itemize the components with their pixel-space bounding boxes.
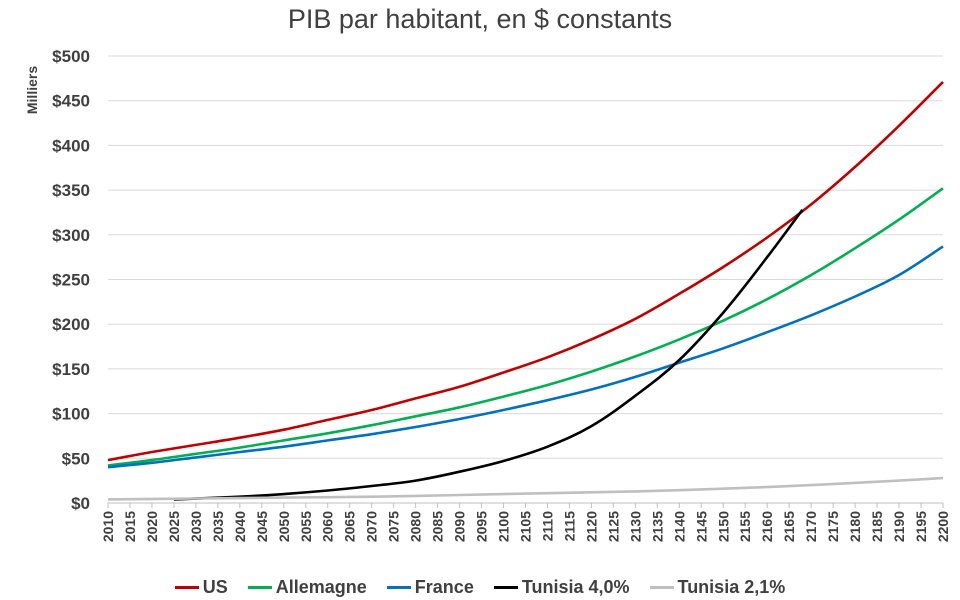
legend-item: Allemagne xyxy=(247,576,367,598)
x-tick-label: 2195 xyxy=(913,511,929,542)
series-lines xyxy=(107,80,944,501)
legend-label: Tunisia 2,1% xyxy=(677,576,786,597)
series-line-us xyxy=(107,80,944,462)
legend-item: Tunisia 2,1% xyxy=(649,576,786,598)
x-tick-label: 2040 xyxy=(232,511,248,542)
x-tick-label: 2120 xyxy=(583,511,599,542)
x-tick-label: 2175 xyxy=(825,511,841,542)
x-tick-label: 2130 xyxy=(627,511,643,542)
gridlines xyxy=(108,55,943,504)
x-tick-label: 2030 xyxy=(188,511,204,542)
y-tick-label: $0 xyxy=(71,494,90,513)
x-tick-label: 2025 xyxy=(166,511,182,542)
y-tick-label: $150 xyxy=(52,360,90,379)
x-tick-label: 2145 xyxy=(693,511,709,542)
x-tick-label: 2200 xyxy=(935,511,951,542)
legend-label: France xyxy=(414,576,474,597)
axes: $0 $50 $100 $150 $200 $250 $300 $350 $400 $450 $50… xyxy=(52,47,951,542)
x-tick-label: 2105 xyxy=(518,511,534,542)
x-tick-label: 2180 xyxy=(847,511,863,542)
y-tick-label: $400 xyxy=(52,136,90,155)
legend-label: Tunisia 4,0% xyxy=(521,576,630,597)
legend-item: Tunisia 4,0% xyxy=(493,576,630,598)
legend-swatch xyxy=(493,585,518,589)
x-tick-label: 2015 xyxy=(122,511,138,542)
y-axis-label: Milliers xyxy=(24,66,40,114)
x-tick-label: 2170 xyxy=(803,511,819,542)
legend: US Allemagne France Tunisia 4,0% Tunisia 2,1… xyxy=(0,574,960,600)
x-tick-label: 2165 xyxy=(781,511,797,542)
x-tick-label: 2160 xyxy=(759,511,775,542)
chart-title: PIB par habitant, en $ constants xyxy=(287,4,673,34)
x-tick-label: 2035 xyxy=(210,511,226,542)
series-line-allemagne xyxy=(107,187,944,467)
x-tick-label: 2125 xyxy=(605,511,621,542)
x-tick-label: 2085 xyxy=(430,511,446,542)
y-tick-label: $500 xyxy=(52,47,90,66)
legend-swatch xyxy=(247,585,272,589)
x-tick-label: 2100 xyxy=(496,511,512,542)
x-tick-label: 2055 xyxy=(298,511,314,542)
x-tick-label: 2010 xyxy=(100,511,116,542)
x-tick-label: 2080 xyxy=(408,511,424,542)
chart-plot: $0 $50 $100 $150 $200 $250 $300 $350 $400 $450 $50… xyxy=(24,47,951,542)
series-line-france xyxy=(107,245,944,469)
x-tick-label: 2150 xyxy=(715,511,731,542)
x-tick-label: 2020 xyxy=(144,511,160,542)
x-tick-label: 2075 xyxy=(386,511,402,542)
x-tick-label: 2045 xyxy=(254,511,270,542)
y-tick-label: $300 xyxy=(52,226,90,245)
series-line-tunisia-2-1 xyxy=(107,476,944,501)
x-tick-label: 2060 xyxy=(320,511,336,542)
x-tick-label: 2065 xyxy=(342,511,358,542)
x-tick-label: 2050 xyxy=(276,511,292,542)
x-tick-label: 2090 xyxy=(452,511,468,542)
legend-item: France xyxy=(386,576,474,598)
x-tick-label: 2095 xyxy=(474,511,490,542)
y-tick-label: $50 xyxy=(62,449,90,468)
legend-label: US xyxy=(202,576,228,597)
y-tick-label: $250 xyxy=(52,271,90,290)
y-tick-label: $450 xyxy=(52,92,90,111)
x-tick-label: 2070 xyxy=(364,511,380,542)
x-tick-label: 2190 xyxy=(891,511,907,542)
x-tick-label: 2115 xyxy=(561,511,577,542)
legend-item: US xyxy=(174,576,228,598)
x-tick-label: 2135 xyxy=(649,511,665,542)
legend-label: Allemagne xyxy=(275,576,367,597)
y-tick-label: $200 xyxy=(52,315,90,334)
x-tick-label: 2110 xyxy=(539,511,555,542)
x-tick-label: 2155 xyxy=(737,511,753,542)
x-tick-label: 2185 xyxy=(869,511,885,542)
legend-swatch xyxy=(649,585,674,589)
legend-swatch xyxy=(174,585,199,589)
x-tick-label: 2140 xyxy=(671,511,687,542)
y-tick-label: $100 xyxy=(52,405,90,424)
y-tick-label: $350 xyxy=(52,181,90,200)
series-line-tunisia-4-0 xyxy=(173,209,804,501)
legend-swatch xyxy=(386,585,411,589)
